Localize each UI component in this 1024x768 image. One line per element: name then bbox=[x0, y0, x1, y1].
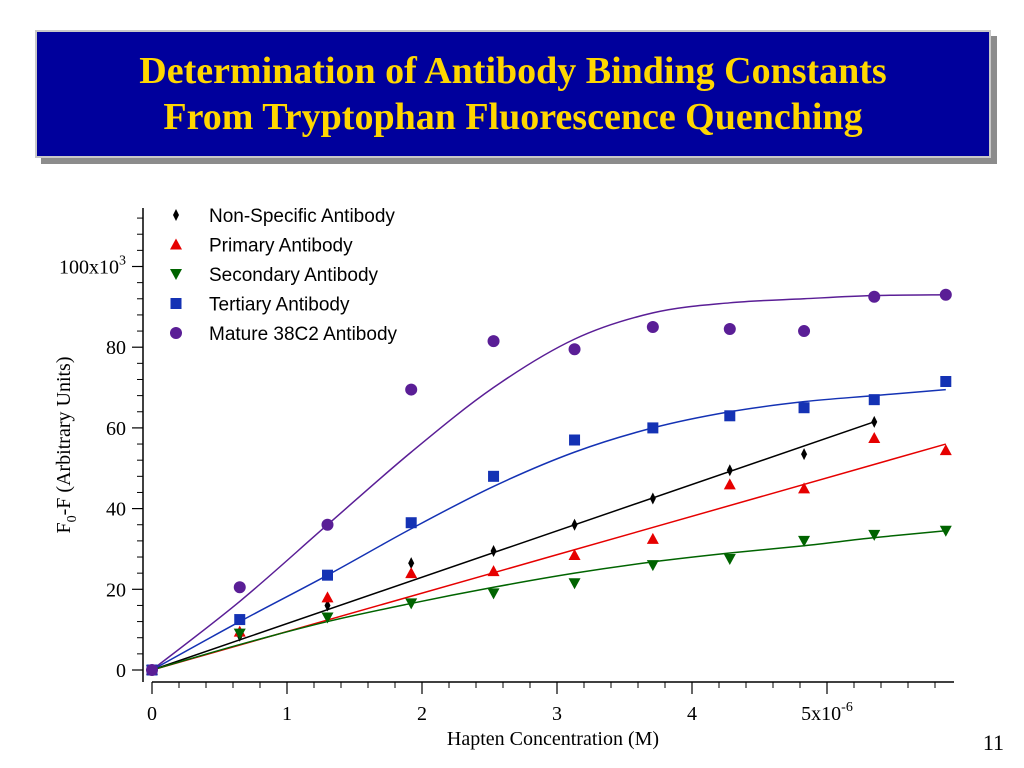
x-tick-label: 0 bbox=[147, 703, 157, 725]
legend-marker bbox=[170, 298, 182, 309]
y-tick-label: 60 bbox=[106, 418, 126, 440]
data-point-2 bbox=[321, 612, 334, 624]
data-point-4 bbox=[233, 581, 246, 594]
data-point-1 bbox=[939, 444, 952, 456]
y-tick-label: 40 bbox=[106, 499, 126, 521]
data-point-3 bbox=[868, 394, 880, 406]
data-point-4 bbox=[868, 290, 881, 303]
data-point-0 bbox=[490, 544, 497, 557]
data-point-2 bbox=[723, 554, 736, 566]
data-point-3 bbox=[647, 422, 659, 434]
data-point-0 bbox=[324, 599, 331, 612]
y-tick-label: 0 bbox=[116, 660, 126, 682]
data-point-4 bbox=[646, 321, 659, 334]
data-point-0 bbox=[408, 557, 415, 570]
data-point-1 bbox=[646, 532, 659, 544]
title-line-2: From Tryptophan Fluorescence Quenching bbox=[163, 96, 863, 138]
title-banner: Determination of Antibody Binding Consta… bbox=[35, 30, 991, 158]
y-axis-label: F0-F (Arbitrary Units) bbox=[53, 357, 80, 534]
data-point-3 bbox=[234, 614, 246, 626]
fit-line-2 bbox=[151, 530, 946, 671]
data-point-0 bbox=[801, 448, 808, 461]
data-point-4 bbox=[723, 323, 736, 336]
data-point-4 bbox=[487, 335, 500, 348]
data-point-3 bbox=[798, 402, 810, 414]
data-point-3 bbox=[405, 517, 417, 529]
x-tick-label: 3 bbox=[552, 703, 562, 725]
data-point-1 bbox=[321, 591, 334, 603]
data-point-1 bbox=[405, 567, 418, 579]
data-point-1 bbox=[868, 431, 881, 443]
data-point-3 bbox=[569, 434, 581, 446]
data-point-2 bbox=[939, 525, 952, 537]
page-number: 11 bbox=[982, 730, 1004, 755]
fit-line-3 bbox=[151, 388, 946, 671]
y-tick-label: 20 bbox=[106, 579, 126, 601]
x-tick-label: 1 bbox=[282, 703, 292, 725]
data-point-1 bbox=[568, 549, 581, 561]
legend-marker bbox=[170, 269, 182, 280]
legend-marker bbox=[170, 238, 182, 250]
x-tick-label: 2 bbox=[417, 703, 427, 725]
data-point-2 bbox=[568, 578, 581, 590]
data-point-2 bbox=[798, 535, 811, 547]
data-point-0 bbox=[726, 464, 733, 477]
title-line-1: Determination of Antibody Binding Consta… bbox=[139, 50, 887, 92]
data-point-4 bbox=[146, 664, 158, 676]
data-point-4 bbox=[939, 288, 952, 301]
data-point-2 bbox=[646, 560, 659, 572]
data-point-1 bbox=[487, 565, 500, 577]
legend-marker bbox=[173, 209, 179, 221]
data-point-2 bbox=[868, 529, 881, 541]
fit-line-4 bbox=[151, 293, 946, 671]
data-point-1 bbox=[798, 482, 811, 494]
legend-label: Primary Antibody bbox=[209, 236, 353, 257]
data-point-1 bbox=[723, 478, 736, 490]
data-point-2 bbox=[487, 588, 500, 600]
legend-label: Mature 38C2 Antibody bbox=[209, 324, 398, 345]
x-tick-label: 5x10-6 bbox=[801, 700, 853, 725]
data-point-3 bbox=[488, 470, 500, 482]
legend-marker bbox=[170, 327, 182, 339]
data-point-3 bbox=[940, 375, 952, 387]
data-point-2 bbox=[405, 598, 418, 610]
data-point-3 bbox=[322, 569, 333, 581]
data-point-4 bbox=[405, 383, 418, 396]
data-point-2 bbox=[233, 628, 246, 640]
x-tick-label: 4 bbox=[687, 703, 697, 725]
data-point-4 bbox=[798, 325, 811, 338]
legend-label: Tertiary Antibody bbox=[209, 295, 350, 316]
data-point-0 bbox=[649, 492, 656, 505]
y-tick-label: 100x103 bbox=[59, 254, 126, 279]
x-axis-label: Hapten Concentration (M) bbox=[447, 728, 659, 750]
legend-label: Secondary Antibody bbox=[209, 265, 379, 286]
data-point-0 bbox=[871, 415, 878, 428]
data-point-0 bbox=[571, 518, 578, 531]
fit-line-0 bbox=[151, 421, 875, 671]
data-point-3 bbox=[724, 410, 736, 422]
legend-label: Non-Specific Antibody bbox=[209, 206, 395, 227]
data-point-4 bbox=[568, 343, 581, 356]
y-tick-label: 80 bbox=[106, 337, 126, 359]
data-point-4 bbox=[321, 518, 334, 531]
